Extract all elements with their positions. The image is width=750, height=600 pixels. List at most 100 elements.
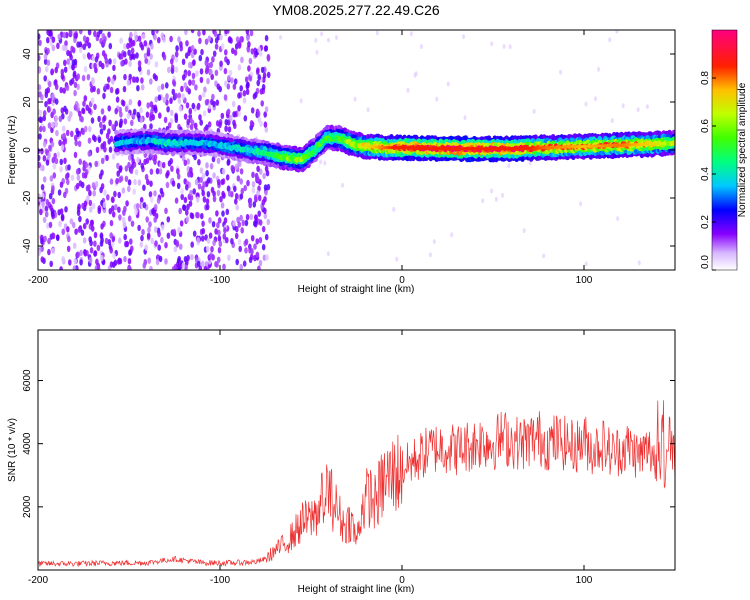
noise-mark (73, 258, 77, 265)
noise-mark (69, 79, 73, 86)
noise-mark (62, 133, 66, 140)
noise-mark (160, 83, 165, 90)
noise-mark (79, 249, 83, 257)
noise-mark (218, 121, 222, 129)
noise-mark (176, 173, 181, 180)
y-tick-label: 4000 (22, 432, 33, 455)
noise-mark (177, 266, 182, 270)
noise-mark (38, 33, 41, 40)
noise-mark (220, 178, 225, 186)
noise-mark (181, 262, 186, 269)
noise-mark (87, 107, 92, 114)
noise-mark (124, 105, 129, 113)
noise-mark (124, 58, 128, 65)
noise-mark (91, 182, 96, 189)
noise-mark (81, 74, 86, 82)
noise-mark (121, 187, 126, 194)
noise-mark (223, 67, 228, 75)
noise-mark (87, 30, 92, 36)
noise-mark (67, 164, 71, 171)
noise-mark (264, 35, 269, 42)
noise-mark (76, 174, 81, 181)
noise-mark (88, 189, 92, 197)
noise-mark (165, 93, 169, 100)
noise-mark (48, 221, 53, 229)
noise-mark (153, 216, 157, 223)
noise-mark (139, 41, 143, 48)
noise-mark (75, 182, 80, 190)
noise-mark (65, 31, 69, 39)
noise-mark (193, 122, 198, 129)
noise-mark (38, 84, 42, 91)
noise-mark (89, 219, 94, 226)
noise-mark (212, 50, 217, 57)
noise-mark (265, 254, 269, 261)
noise-mark (255, 238, 259, 245)
noise-mark (199, 176, 204, 184)
ridge-core-mark (481, 147, 486, 151)
noise-mark (100, 108, 105, 115)
noise-mark (63, 59, 67, 66)
noise-mark (133, 178, 137, 186)
noise-mark (237, 160, 241, 167)
noise-mark (216, 157, 221, 165)
noise-mark (205, 170, 209, 177)
noise-mark (77, 203, 81, 210)
noise-mark (121, 216, 126, 224)
noise-mark (637, 260, 641, 266)
noise-mark (64, 206, 68, 213)
noise-mark (63, 138, 68, 145)
noise-mark (164, 207, 168, 214)
noise-mark (224, 49, 228, 56)
noise-mark (130, 47, 135, 54)
noise-mark (59, 166, 63, 173)
noise-mark (164, 258, 168, 265)
noise-mark (92, 85, 96, 93)
ridge-core-mark (427, 146, 431, 150)
y-tick-label: -20 (22, 190, 33, 205)
noise-mark (189, 212, 194, 219)
noise-mark (109, 178, 114, 185)
noise-mark (50, 126, 54, 134)
noise-mark (149, 123, 153, 130)
noise-mark (67, 115, 71, 122)
noise-mark (85, 218, 89, 225)
noise-mark (105, 132, 110, 140)
noise-mark (126, 42, 130, 50)
ridge-core-mark (523, 146, 527, 150)
noise-mark (256, 79, 261, 87)
noise-mark (242, 90, 247, 97)
noise-mark (148, 191, 153, 198)
noise-mark (137, 179, 142, 186)
noise-mark (134, 208, 138, 216)
noise-mark (209, 68, 213, 76)
noise-mark (140, 77, 144, 84)
noise-mark (264, 165, 269, 172)
noise-mark (256, 165, 260, 172)
noise-mark (226, 158, 231, 166)
noise-mark (257, 194, 262, 202)
noise-mark (183, 159, 188, 166)
noise-mark (201, 227, 206, 235)
noise-mark (179, 220, 184, 227)
noise-mark (259, 120, 263, 127)
noise-mark (159, 187, 164, 195)
noise-mark (137, 60, 142, 67)
ridge-core-mark (473, 147, 477, 151)
noise-mark (47, 106, 51, 113)
noise-mark (118, 214, 122, 221)
noise-mark (135, 52, 139, 59)
noise-mark (73, 104, 78, 111)
noise-mark (240, 56, 244, 63)
ridge-core-mark (468, 147, 472, 151)
y-tick-label: 6000 (22, 369, 33, 392)
noise-mark (198, 94, 202, 102)
noise-mark (66, 49, 70, 57)
noise-mark (108, 146, 113, 153)
noise-mark (163, 116, 168, 124)
noise-mark (157, 37, 161, 44)
noise-mark (111, 123, 115, 131)
noise-mark (134, 34, 138, 42)
noise-mark (142, 184, 146, 191)
colorbar-tick-label: 0.0 (700, 255, 711, 269)
